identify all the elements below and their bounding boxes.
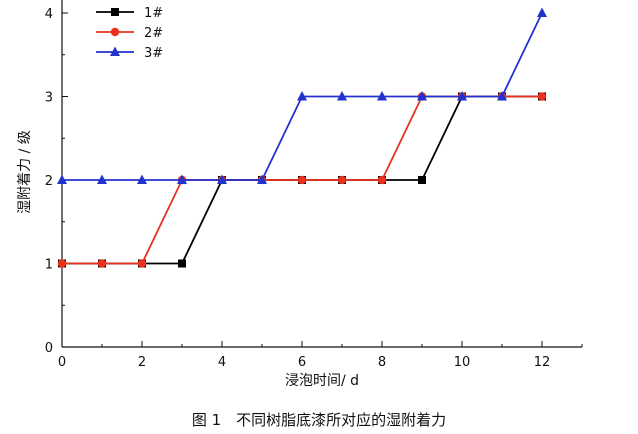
data-point	[418, 176, 426, 184]
data-point	[377, 91, 387, 101]
data-point	[178, 259, 186, 268]
x-tick-label: 8	[378, 355, 386, 370]
data-point	[337, 175, 347, 185]
legend-item-3: 3#	[96, 46, 163, 61]
data-point	[457, 91, 467, 101]
x-axis-title: 浸泡时间/ d	[285, 373, 359, 389]
y-tick-label: 4	[45, 7, 53, 22]
legend-item-2: 2#	[96, 26, 163, 41]
data-point	[57, 174, 67, 184]
series-3	[57, 7, 547, 184]
series-layer	[57, 7, 547, 268]
data-point	[297, 175, 307, 185]
data-point	[297, 91, 307, 101]
legend-marker	[110, 46, 120, 56]
data-point	[137, 259, 147, 268]
y-tick-label: 0	[45, 341, 53, 356]
data-point	[377, 175, 387, 185]
data-point	[217, 174, 227, 184]
legend-item-1: 1#	[96, 6, 163, 21]
y-axis-title: 湿附着力 / 级	[17, 130, 33, 214]
legend: 1# 2# 3#	[96, 6, 163, 61]
data-point	[537, 7, 547, 17]
legend-label: 1#	[144, 6, 163, 21]
legend-marker	[110, 27, 120, 37]
data-point	[137, 174, 147, 184]
data-point	[57, 259, 67, 268]
figure-caption: 图 1 不同树脂底漆所对应的湿附着力	[192, 411, 446, 429]
y-tick-label: 3	[45, 91, 53, 106]
data-point	[337, 91, 347, 101]
x-tick-label: 0	[58, 355, 66, 370]
data-point	[97, 174, 107, 184]
x-tick-label: 4	[218, 355, 226, 370]
x-tick-label: 6	[298, 355, 306, 370]
legend-label: 3#	[144, 46, 163, 61]
legend-label: 2#	[144, 26, 163, 41]
legend-marker	[111, 8, 119, 16]
data-point	[417, 91, 427, 101]
x-tick-label: 12	[534, 355, 551, 370]
data-point	[257, 174, 267, 184]
x-tick-label: 10	[454, 355, 471, 370]
y-tick-label: 1	[45, 258, 53, 273]
data-point	[497, 91, 507, 101]
data-point	[177, 174, 187, 184]
x-tick-label: 2	[138, 355, 146, 370]
y-tick-label: 2	[45, 174, 53, 189]
x-ticks: 0 2 4 6 8 10 12	[58, 341, 583, 370]
plot-frame	[61, 0, 582, 348]
data-point	[97, 259, 107, 268]
data-point	[537, 92, 547, 101]
